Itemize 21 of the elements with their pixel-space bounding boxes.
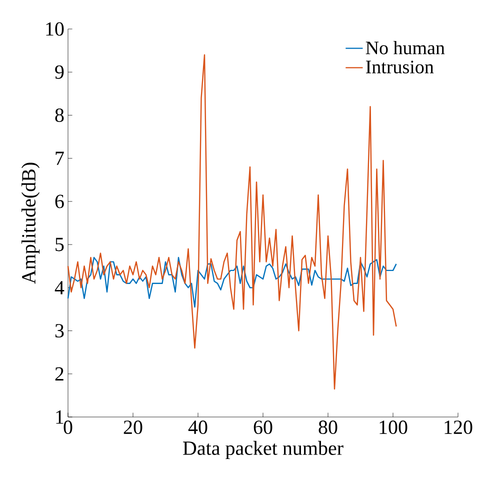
x-tick-label: 120	[444, 420, 472, 434]
y-tick-label: 3	[55, 324, 64, 338]
x-tick-label: 60	[254, 420, 272, 434]
y-tick-label: 2	[55, 367, 64, 381]
x-tick-label: 100	[380, 420, 408, 434]
y-tick-label: 6	[55, 194, 64, 208]
legend-label: Intrusion	[366, 60, 434, 74]
x-tick-label: 80	[318, 420, 338, 434]
legend-label: No human	[366, 40, 445, 54]
y-tick-label: 4	[54, 281, 64, 294]
y-tick-label: 1	[56, 410, 64, 424]
y-axis-title: Amplitude(dB)	[21, 162, 40, 284]
x-axis-title: Data packet number	[183, 440, 344, 460]
y-tick-label: 9	[55, 65, 64, 79]
y-tick-label: 10	[46, 22, 64, 36]
y-tick-label: 5	[56, 238, 64, 252]
x-tick-label: 40	[188, 420, 208, 434]
x-tick-label: 0	[64, 420, 72, 434]
y-tick-label: 7	[56, 152, 64, 165]
x-tick-label: 20	[124, 420, 142, 434]
y-tick-label: 8	[55, 108, 64, 122]
